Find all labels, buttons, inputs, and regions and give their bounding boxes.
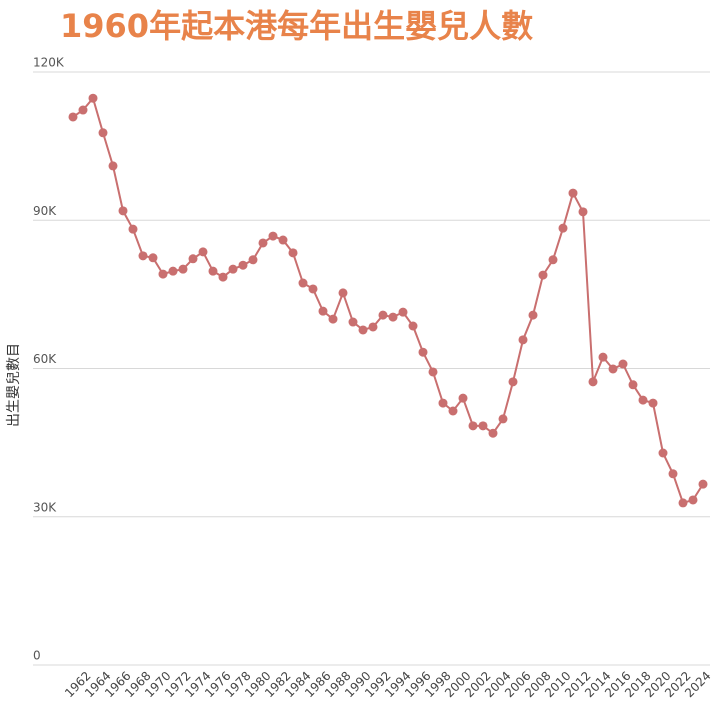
point (658, 448, 668, 458)
point (648, 398, 658, 408)
point (148, 253, 158, 263)
y-tick-label: 0 (33, 649, 41, 663)
point (138, 251, 148, 261)
point (568, 188, 578, 198)
point (688, 495, 698, 505)
point (248, 255, 258, 265)
point (288, 248, 298, 258)
point (338, 288, 348, 298)
point (188, 254, 198, 264)
y-tick-label: 60K (33, 352, 57, 366)
point (218, 272, 228, 282)
y-axis-label: 出生嬰兒數目 (6, 343, 22, 427)
point (328, 314, 338, 324)
point (258, 238, 268, 248)
chart-title: 1960年起本港每年出生嬰兒人數 (60, 7, 533, 45)
point (398, 307, 408, 317)
point (538, 270, 548, 280)
point (118, 206, 128, 216)
point (608, 364, 618, 374)
point (268, 231, 278, 241)
point (238, 260, 248, 270)
point (518, 335, 528, 345)
point (478, 421, 488, 431)
point (428, 367, 438, 377)
point (108, 161, 118, 171)
point (168, 266, 178, 276)
point (158, 269, 168, 279)
point (638, 395, 648, 405)
y-tick-label: 90K (33, 204, 57, 218)
point (78, 105, 88, 115)
point (298, 278, 308, 288)
point (178, 264, 188, 274)
point (318, 306, 328, 316)
point (68, 112, 78, 122)
point (618, 359, 628, 369)
y-tick-label: 30K (33, 500, 57, 514)
point (418, 347, 428, 357)
y-tick-label: 120K (33, 56, 65, 70)
point (698, 479, 708, 489)
point (488, 428, 498, 438)
point (308, 284, 318, 294)
point (678, 498, 688, 508)
point (198, 247, 208, 257)
point (508, 377, 518, 387)
point (88, 93, 98, 103)
point (628, 380, 638, 390)
point (388, 312, 398, 322)
point (458, 393, 468, 403)
line (72, 96, 704, 505)
point (548, 255, 558, 265)
point (358, 325, 368, 335)
point (368, 322, 378, 332)
point (578, 207, 588, 217)
point (558, 223, 568, 233)
point (98, 128, 108, 138)
point (448, 406, 458, 416)
point (228, 264, 238, 274)
point (278, 235, 288, 245)
point (438, 398, 448, 408)
point (378, 310, 388, 320)
point (598, 352, 608, 362)
point (498, 414, 508, 424)
point (208, 266, 218, 276)
point (348, 317, 358, 327)
point (468, 421, 478, 431)
point (668, 469, 678, 479)
point (128, 224, 138, 234)
point (528, 310, 538, 320)
point (588, 377, 598, 387)
point (408, 321, 418, 331)
